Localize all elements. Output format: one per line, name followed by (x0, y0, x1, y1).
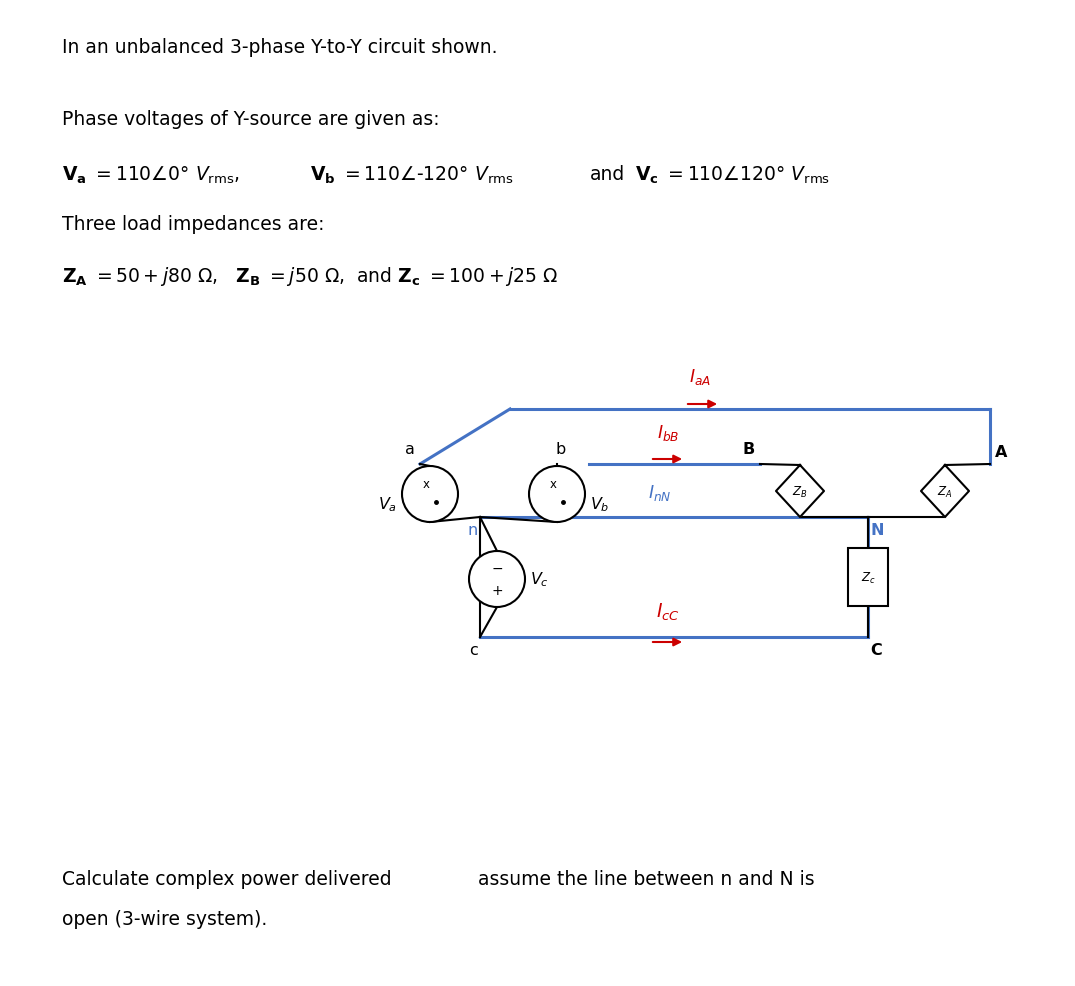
Text: −: − (491, 561, 503, 575)
Text: $I_{cC}$: $I_{cC}$ (656, 601, 679, 622)
Text: $\mathbf{V_c}$ $= 110\angle120°\ V_{\rm rms}$: $\mathbf{V_c}$ $= 110\angle120°\ V_{\rm … (635, 165, 830, 186)
Text: $Z_c$: $Z_c$ (861, 570, 875, 585)
Circle shape (469, 551, 525, 607)
Text: x: x (549, 477, 557, 490)
Text: +: + (491, 584, 503, 598)
Text: b: b (555, 442, 565, 457)
Circle shape (529, 466, 585, 523)
Text: $V_a$: $V_a$ (378, 495, 397, 514)
Polygon shape (776, 465, 825, 518)
Text: $\mathbf{Z_A}$ $= 50 + j80\ \Omega$,   $\mathbf{Z_B}$ $= j50\ \Omega$,  and $\ma: $\mathbf{Z_A}$ $= 50 + j80\ \Omega$, $\m… (62, 264, 558, 288)
Polygon shape (921, 465, 969, 518)
Text: assume the line between n and N is: assume the line between n and N is (478, 869, 815, 888)
Text: $V_b$: $V_b$ (590, 495, 610, 514)
Text: N: N (870, 523, 884, 537)
Text: $\mathbf{V_b}$ $= 110\angle\text{-}120°\ V_{\rm rms}$: $\mathbf{V_b}$ $= 110\angle\text{-}120°\… (310, 165, 514, 186)
Text: $I_{bB}$: $I_{bB}$ (657, 423, 679, 443)
Text: $I_{aA}$: $I_{aA}$ (689, 367, 711, 387)
Text: In an unbalanced 3-phase Y-to-Y circuit shown.: In an unbalanced 3-phase Y-to-Y circuit … (62, 38, 498, 57)
Text: $I_{nN}$: $I_{nN}$ (648, 482, 672, 503)
Text: $\mathbf{V_a}$ $= 110\angle0°\ V_{\rm rms}$,: $\mathbf{V_a}$ $= 110\angle0°\ V_{\rm rm… (62, 165, 240, 186)
Text: C: C (870, 642, 882, 658)
Text: open (3-wire system).: open (3-wire system). (62, 909, 268, 928)
Text: x: x (422, 477, 430, 490)
Text: B: B (743, 442, 755, 457)
Text: c: c (470, 642, 478, 658)
Text: a: a (405, 442, 415, 457)
Text: $Z_B$: $Z_B$ (792, 484, 807, 499)
Text: $Z_A$: $Z_A$ (937, 484, 952, 499)
Bar (848, 548, 888, 606)
Text: $V_c$: $V_c$ (530, 570, 549, 589)
Text: n: n (468, 523, 478, 537)
Text: and: and (590, 165, 626, 183)
Text: Calculate complex power delivered: Calculate complex power delivered (62, 869, 391, 888)
Text: A: A (995, 445, 1007, 459)
Circle shape (402, 466, 458, 523)
Text: Phase voltages of Y-source are given as:: Phase voltages of Y-source are given as: (62, 109, 440, 129)
Text: Three load impedances are:: Three load impedances are: (62, 215, 325, 234)
